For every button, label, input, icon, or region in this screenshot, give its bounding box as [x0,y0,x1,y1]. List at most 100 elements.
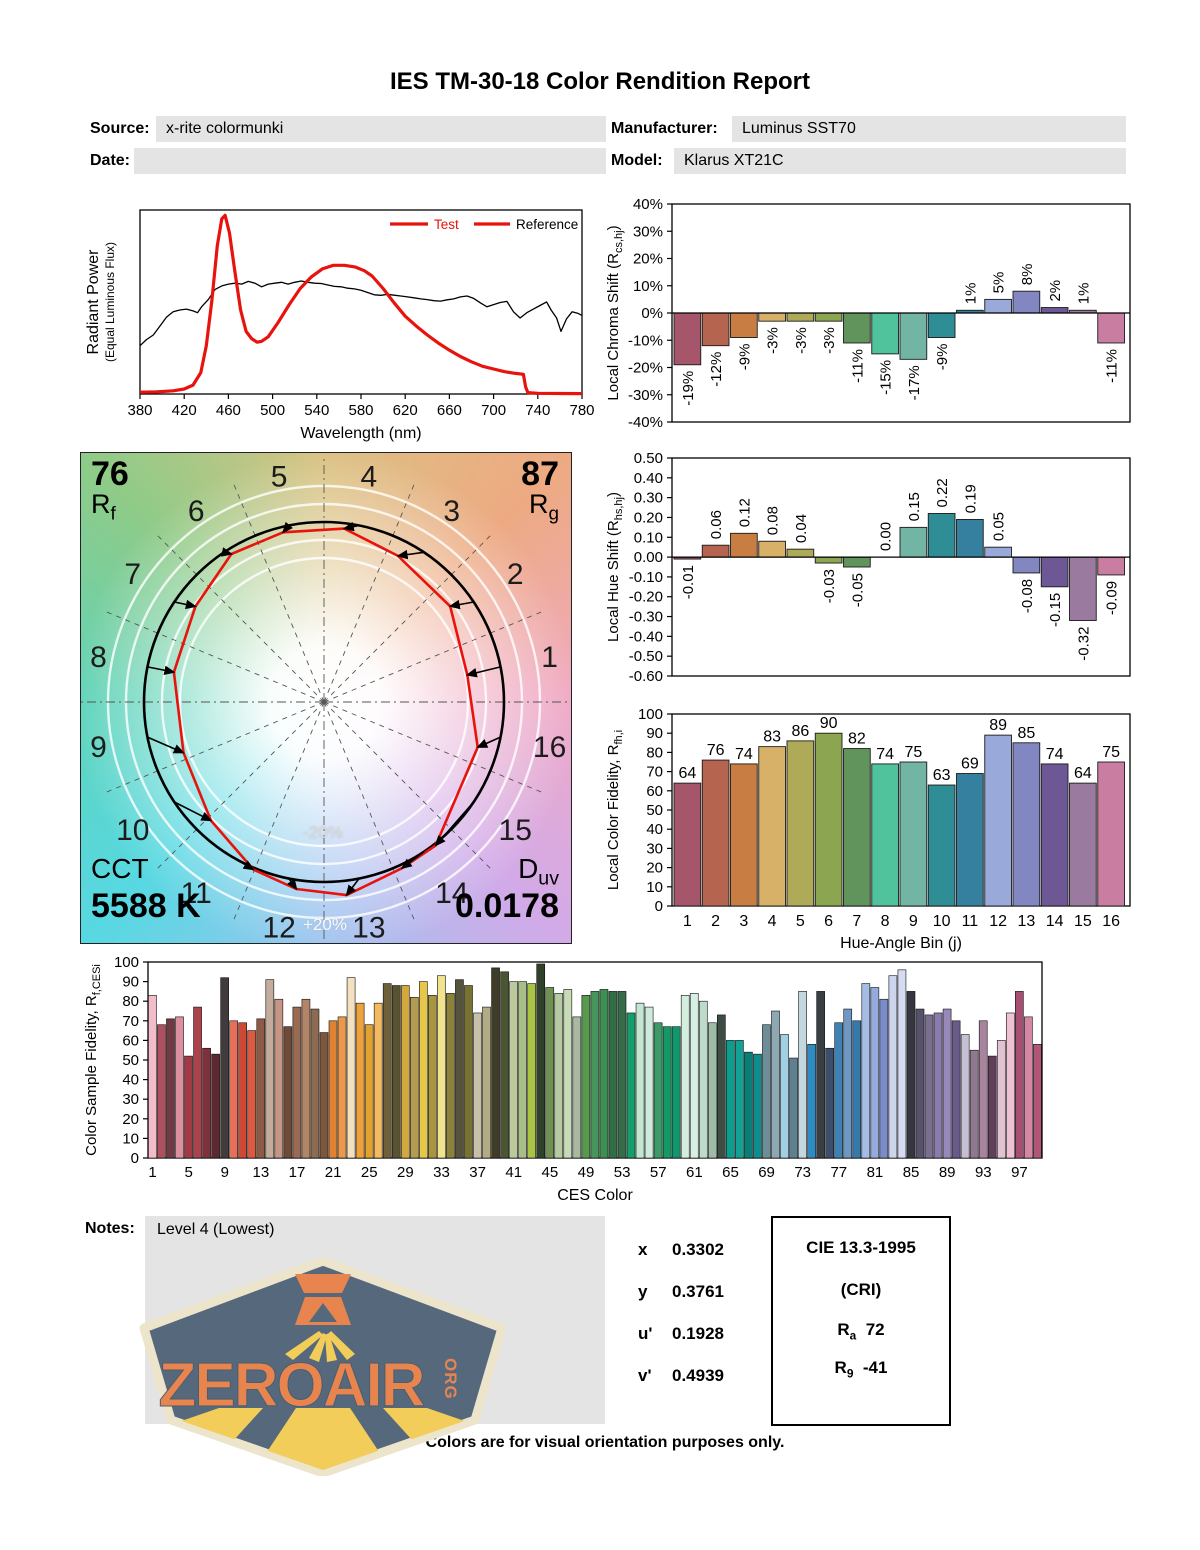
svg-text:64: 64 [678,765,696,782]
svg-text:CES Color: CES Color [557,1187,633,1204]
svg-text:86: 86 [791,723,809,740]
svg-text:37: 37 [469,1164,486,1181]
svg-text:-40%: -40% [628,414,663,431]
svg-text:-0.05: -0.05 [849,573,866,607]
manufacturer-field[interactable]: Luminus SST70 [732,116,1126,142]
ring-outer-label: +20% [303,915,347,934]
svg-text:74: 74 [876,746,894,763]
svg-text:60: 60 [646,783,663,800]
svg-text:0.19: 0.19 [962,484,979,513]
svg-text:15: 15 [499,814,532,847]
svg-text:4: 4 [361,460,378,493]
logo-flashlight-icon [295,1274,351,1325]
ring-inner-label: -20% [303,823,343,842]
svg-text:9: 9 [90,731,107,764]
svg-text:85: 85 [1017,725,1035,742]
logo-rays-icon [285,1331,355,1362]
svg-text:12: 12 [262,912,295,943]
chromaticity-v-row: v' 0.4939 [638,1366,724,1385]
zeroair-logo[interactable]: ZEROAIR ORG [133,1256,513,1481]
svg-text:-3%: -3% [821,327,838,354]
svg-text:-0.20: -0.20 [629,589,663,606]
svg-text:75: 75 [904,744,922,761]
svg-text:0%: 0% [641,305,663,322]
svg-text:8: 8 [881,913,890,930]
source-label: Source: [90,120,150,137]
svg-text:93: 93 [975,1164,992,1181]
svg-text:20: 20 [646,860,663,877]
svg-text:2%: 2% [1047,280,1064,302]
svg-text:1: 1 [148,1164,156,1181]
date-field[interactable] [134,148,606,174]
svg-text:49: 49 [578,1164,595,1181]
svg-text:780: 780 [569,402,594,419]
svg-text:-0.01: -0.01 [680,565,697,599]
svg-text:740: 740 [525,402,550,419]
ces-fidelity-chart: 100 90 80 70 60 50 40 30 20 10 0 Color Sample Fidel… [80,952,1170,1204]
svg-text:14: 14 [1046,913,1064,930]
svg-text:0.08: 0.08 [765,506,782,535]
svg-text:(Equal Luminous Flux): (Equal Luminous Flux) [103,242,117,362]
svg-text:-0.32: -0.32 [1075,627,1092,661]
svg-text:25: 25 [361,1164,378,1181]
svg-text:7: 7 [124,558,141,591]
svg-text:-17%: -17% [906,365,923,400]
svg-text:-3%: -3% [765,327,782,354]
svg-text:Color Sample Fidelity, Rf,CESi: Color Sample Fidelity, Rf,CESi [83,964,103,1156]
svg-text:13: 13 [1017,913,1035,930]
svg-text:580: 580 [348,402,373,419]
svg-text:30%: 30% [633,223,663,240]
svg-text:16: 16 [533,731,566,764]
spd-chart: 380 420 460 500 540 580 620 660 700 740 780 Wavelen… [82,198,594,450]
chromaticity-x-row: x 0.3302 [638,1240,724,1259]
svg-text:17: 17 [289,1164,306,1181]
svg-text:1: 1 [683,913,692,930]
svg-text:10: 10 [116,814,149,847]
source-field[interactable]: x-rite colormunki [156,116,606,142]
svg-text:10: 10 [933,913,951,930]
hue-shift-chart: 0.50 0.40 0.30 0.20 0.10 0.00 -0.10 -0.20 -0.30-… [602,448,1137,696]
svg-text:-0.60: -0.60 [629,668,663,685]
svg-text:-9%: -9% [934,344,951,371]
svg-text:0.00: 0.00 [878,522,895,551]
svg-text:-9%: -9% [736,344,753,371]
manufacturer-label: Manufacturer: [611,120,718,137]
rg-value: 87 [521,455,559,493]
svg-text:460: 460 [216,402,241,419]
svg-text:Test: Test [434,217,459,232]
svg-text:-0.40: -0.40 [629,628,663,645]
svg-text:85: 85 [903,1164,920,1181]
svg-text:2: 2 [711,913,720,930]
svg-text:15: 15 [1074,913,1092,930]
svg-text:Reference: Reference [516,217,578,232]
svg-text:63: 63 [933,767,951,784]
svg-text:-19%: -19% [680,371,697,406]
chromaticity-u-row: u' 0.1928 [638,1324,724,1343]
chroma-shift-chart: 40% 30% 20% 10% 0% -10% -20% -30% -40% Local Chro… [602,194,1137,440]
svg-text:Hue-Angle Bin (j): Hue-Angle Bin (j) [840,935,962,952]
svg-text:-0.15: -0.15 [1047,593,1064,627]
svg-text:5: 5 [271,460,288,493]
svg-text:7: 7 [852,913,861,930]
svg-text:Radiant Power: Radiant Power [85,249,102,355]
svg-text:1: 1 [541,641,558,674]
svg-text:9: 9 [909,913,918,930]
svg-text:89: 89 [989,717,1007,734]
svg-text:0: 0 [131,1150,139,1167]
svg-text:45: 45 [542,1164,559,1181]
svg-text:700: 700 [481,402,506,419]
svg-text:3: 3 [739,913,748,930]
svg-text:100: 100 [638,706,663,723]
svg-text:50: 50 [122,1052,139,1069]
model-label: Model: [611,152,663,169]
svg-text:53: 53 [614,1164,631,1181]
svg-text:90: 90 [820,715,838,732]
svg-text:-0.10: -0.10 [629,569,663,586]
svg-text:0.15: 0.15 [906,492,923,521]
cct-label: CCT [91,853,149,884]
svg-text:-15%: -15% [878,360,895,395]
svg-text:-0.08: -0.08 [1019,579,1036,613]
model-field[interactable]: Klarus XT21C [674,148,1126,174]
svg-text:69: 69 [758,1164,775,1181]
svg-text:77: 77 [830,1164,847,1181]
